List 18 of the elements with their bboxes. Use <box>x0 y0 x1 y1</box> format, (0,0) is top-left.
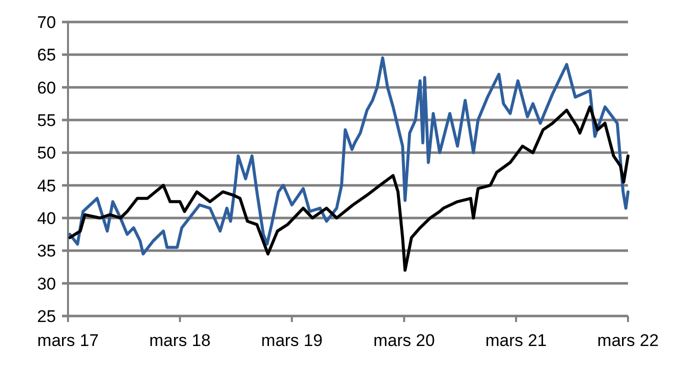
x-tick-label: mars 19 <box>261 331 323 350</box>
y-tick-label: 60 <box>37 78 56 98</box>
y-tick-label: 55 <box>37 110 56 130</box>
y-tick-label: 45 <box>37 176 56 196</box>
y-tick-label: 30 <box>37 274 56 294</box>
x-tick-label: mars 17 <box>37 331 99 350</box>
y-tick-label: 65 <box>37 46 56 65</box>
y-tick-label: 70 <box>37 12 56 32</box>
y-tick-label: 40 <box>37 208 56 228</box>
x-tick-label: mars 21 <box>485 331 547 350</box>
line-series <box>68 105 630 272</box>
y-tick-label: 50 <box>37 144 56 163</box>
x-tick-label: mars 22 <box>597 331 659 350</box>
x-tick-label: mars 18 <box>149 331 211 350</box>
x-tick-label: mars 20 <box>373 331 435 350</box>
line-series <box>68 56 630 256</box>
y-tick-label: 25 <box>37 306 56 326</box>
y-tick-label: 35 <box>37 242 56 261</box>
